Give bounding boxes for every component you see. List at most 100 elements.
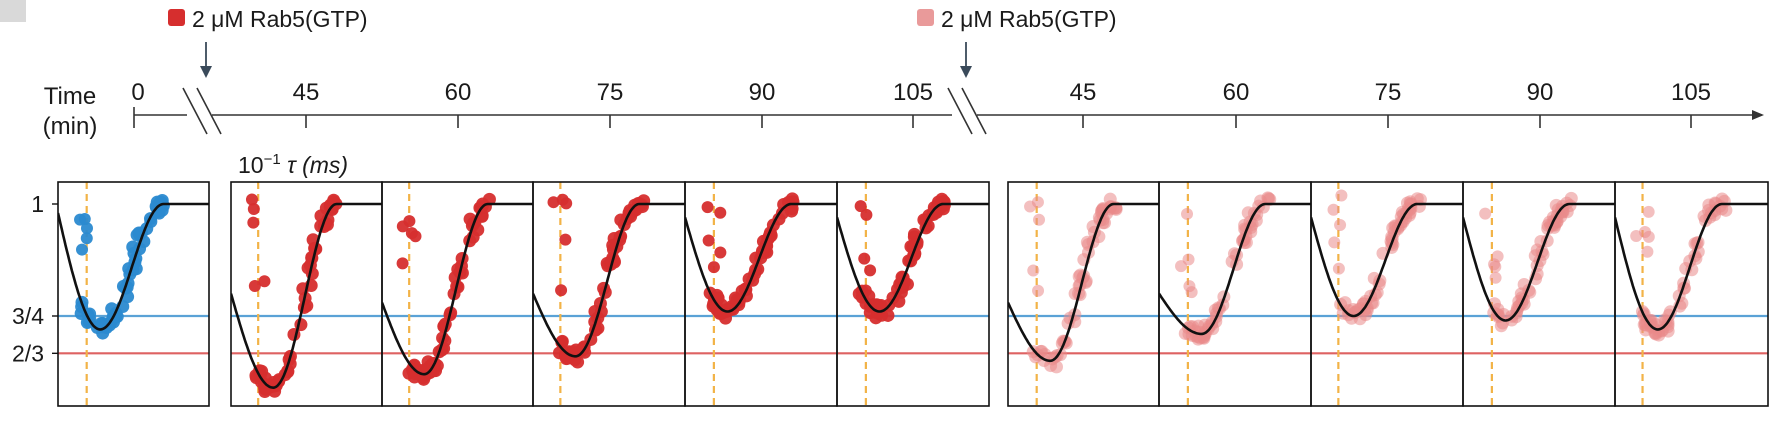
panel-2: [231, 182, 382, 406]
panel-3: [382, 182, 533, 406]
data-point: [1332, 262, 1345, 275]
data-point: [80, 222, 93, 235]
data-point: [1641, 245, 1654, 258]
timeline-arrowhead: [1752, 110, 1764, 120]
fit-curve: [58, 202, 209, 331]
fit-curve: [1159, 202, 1311, 336]
timeline-tick-label: 75: [597, 79, 624, 106]
fit-curve: [1463, 202, 1615, 322]
data-point: [777, 198, 791, 212]
data-point: [247, 216, 260, 229]
axis-break-gap: [952, 104, 977, 126]
fit-curve: [837, 202, 989, 313]
data-point: [1335, 189, 1348, 202]
panel-frame: [836, 181, 990, 407]
timeline-tick-label: 105: [893, 79, 933, 106]
data-point: [1334, 218, 1347, 231]
data-point: [560, 197, 573, 210]
data-point: [1183, 280, 1196, 293]
data-point: [854, 200, 867, 213]
data-point: [1027, 264, 1040, 277]
data-point: [721, 302, 735, 316]
data-point: [1564, 191, 1578, 205]
data-point: [80, 232, 93, 245]
data-point: [1642, 205, 1655, 218]
data-point: [396, 220, 409, 233]
axis-break-mark: [961, 87, 987, 135]
data-point: [476, 197, 490, 211]
panel-8: [1159, 182, 1311, 406]
panel-6: [837, 182, 989, 406]
data-point: [637, 194, 651, 208]
rab5-arrow-head: [960, 66, 972, 78]
data-point: [248, 280, 261, 293]
data-point: [555, 284, 568, 297]
timeline-tick-label: 60: [1223, 79, 1250, 106]
rab5-addition-label: 2 μM Rab5(GTP): [192, 6, 368, 32]
data-point: [1336, 306, 1350, 320]
data-point: [714, 246, 727, 259]
data-point: [864, 264, 877, 277]
data-point: [702, 234, 715, 247]
data-point: [1032, 284, 1045, 297]
rab5-addition-label: 2 μM Rab5(GTP): [941, 6, 1117, 32]
panel-11: [1615, 182, 1768, 406]
data-point: [1638, 225, 1651, 238]
rab5-marker-square: [168, 9, 185, 26]
data-point: [728, 291, 742, 305]
timeline-tick-label: 105: [1671, 79, 1711, 106]
data-point: [559, 233, 572, 246]
fit-curve: [1615, 202, 1768, 331]
data-point: [1327, 203, 1340, 216]
corner-tab: [0, 0, 26, 22]
data-point: [858, 252, 871, 265]
timeline-tick-label: 60: [445, 79, 472, 106]
data-point: [1479, 207, 1492, 220]
data-point: [405, 227, 418, 240]
rab5-addition-annotation: 2 μM Rab5(GTP): [168, 6, 368, 78]
data-point: [247, 203, 260, 216]
data-point: [571, 355, 585, 369]
y-tick-label: 2/3: [12, 340, 44, 366]
data-point: [626, 204, 640, 218]
panel-5: [685, 182, 837, 406]
fit-curve: [533, 202, 685, 358]
fit-curve: [685, 202, 837, 313]
y-tick-label: 3/4: [12, 303, 44, 329]
timeline-tick-label: 90: [1527, 79, 1554, 106]
fit-curve: [382, 202, 533, 376]
rab5-marker-square: [917, 9, 934, 26]
timeline-tick-label: 45: [1070, 79, 1097, 106]
axis-break-gap: [187, 104, 212, 126]
data-point: [860, 208, 873, 221]
timeline-tick-label: 90: [749, 79, 776, 106]
fit-curve: [231, 202, 382, 390]
panel-4: [533, 182, 685, 406]
data-point: [396, 257, 409, 270]
data-point: [1489, 271, 1502, 284]
data-point: [1488, 258, 1501, 271]
data-point: [714, 206, 727, 219]
data-point: [1328, 236, 1341, 249]
data-point: [1035, 344, 1049, 358]
data-point: [258, 275, 271, 288]
data-point: [1181, 207, 1194, 220]
panel-7: [1008, 182, 1159, 406]
data-point: [1262, 192, 1276, 206]
rab5-addition-annotation: 2 μM Rab5(GTP): [917, 6, 1117, 78]
axis-break-mark: [947, 87, 973, 135]
data-point: [701, 201, 714, 214]
fit-curve: [1008, 202, 1159, 363]
panel-1: [58, 182, 209, 406]
data-point: [707, 261, 720, 274]
data-point: [1024, 200, 1037, 213]
panel-9: [1311, 182, 1463, 406]
timeline-tick-label: 45: [293, 79, 320, 106]
data-point: [1049, 360, 1063, 374]
data-point: [547, 196, 560, 209]
panel-axis-label: 10−1 τ (ms): [238, 151, 348, 178]
y-tick-label: 1: [31, 191, 44, 217]
data-point: [1719, 203, 1733, 217]
timeline-label-unit: (min): [43, 113, 98, 140]
